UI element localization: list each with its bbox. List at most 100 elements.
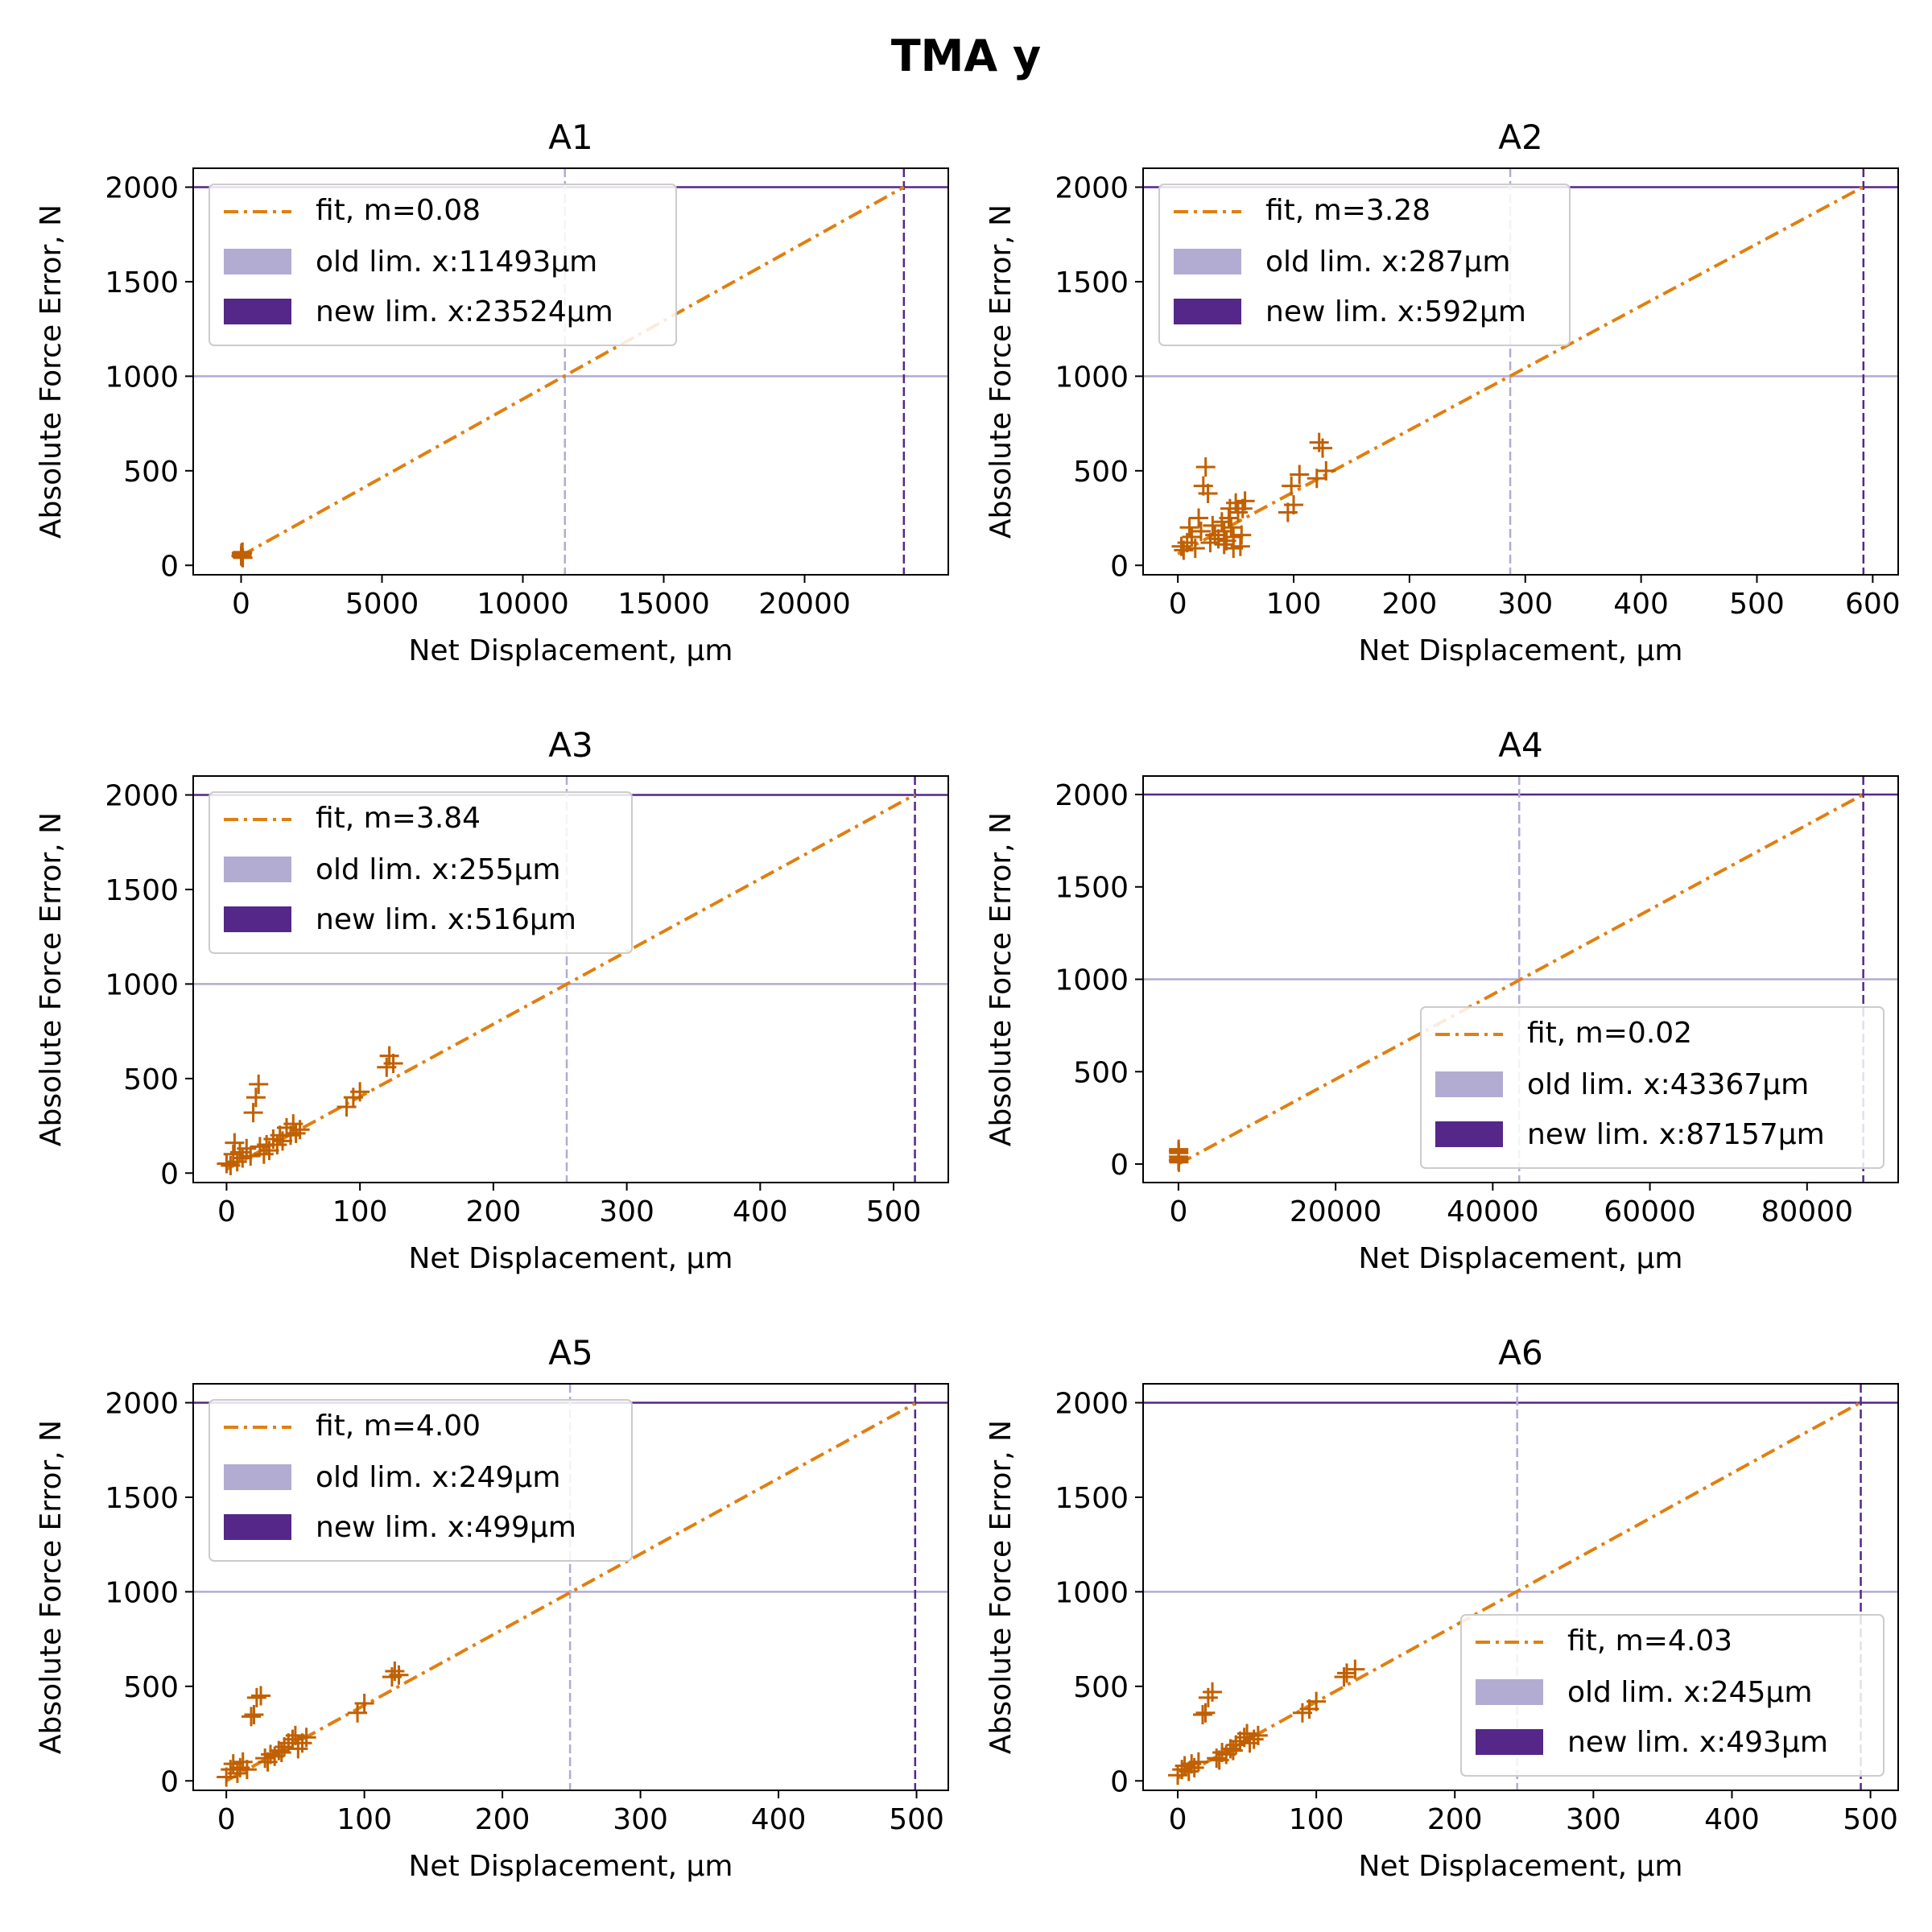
legend-label-old-limit: old lim. x:43367μm (1527, 1068, 1809, 1101)
legend-box (1460, 1614, 1885, 1777)
data-point (1203, 1682, 1223, 1702)
subplot-a4: 0 20000 40000 60000 80000 0 500 1000 1500 2000 A4 N… (985, 725, 1899, 1275)
data-point (354, 1693, 374, 1713)
x-tick-label: 0 (1169, 1803, 1187, 1836)
x-tick-label: 100 (336, 1803, 392, 1836)
data-point (233, 547, 253, 568)
fit-line (1177, 1401, 1862, 1780)
x-tick-label: 0 (1169, 1195, 1187, 1228)
x-tick-label: 0 (217, 1195, 236, 1228)
data-point (1198, 484, 1218, 503)
legend-box (208, 1399, 633, 1562)
legend: fit, m=3.28 old lim. x:287μm new lim. x:59… (1158, 184, 1571, 346)
y-axis-label: Absolute Force Error, N (985, 204, 1018, 539)
data-point (231, 543, 251, 563)
subplot-title: A4 (1498, 725, 1542, 765)
y-tick-label: 2000 (1055, 1387, 1129, 1420)
legend-label-fit: fit, m=0.08 (316, 194, 481, 227)
data-point (1282, 476, 1302, 496)
y-tick-label: 0 (1110, 1149, 1129, 1182)
data-point (350, 1082, 370, 1102)
legend: fit, m=4.03 old lim. x:245μm new lim. x:49… (1460, 1614, 1885, 1777)
data-point (385, 1662, 405, 1682)
y-tick-label: 1500 (1055, 266, 1129, 299)
legend-swatch-new-limit (224, 906, 291, 932)
x-tick-label: 20000 (1290, 1195, 1382, 1228)
legend-swatch-new-limit (1476, 1729, 1543, 1755)
data-point (1290, 464, 1310, 485)
x-tick-label: 5000 (345, 588, 419, 621)
data-point (246, 1687, 266, 1707)
y-tick-label: 500 (123, 1671, 179, 1704)
data-point (389, 1665, 409, 1685)
y-tick-label: 2000 (105, 171, 179, 204)
data-point (1334, 1667, 1354, 1687)
legend-label-fit: fit, m=4.00 (316, 1410, 481, 1443)
data-point (1244, 1729, 1264, 1749)
subplot-a1: 0 5000 10000 15000 20000 0 500 1000 1500 2000 A1 Ne… (35, 118, 949, 667)
legend-label-fit: fit, m=4.03 (1567, 1624, 1732, 1657)
legend-swatch-old-limit (224, 857, 291, 882)
x-tick-label: 500 (1729, 588, 1785, 621)
y-tick-label: 2000 (1055, 171, 1129, 204)
y-axis-label: Absolute Force Error, N (985, 1420, 1018, 1754)
legend-label-fit: fit, m=3.28 (1265, 194, 1430, 227)
x-tick-label: 200 (466, 1195, 522, 1228)
legend: fit, m=3.84 old lim. x:255μm new lim. x:51… (208, 791, 633, 954)
data-point (243, 1103, 263, 1123)
legend-label-old-limit: old lim. x:287μm (1265, 246, 1510, 279)
x-tick-label: 400 (733, 1195, 788, 1228)
y-tick-label: 1000 (1055, 1576, 1129, 1609)
subplot-a2: 0 100 200 300 400 500 600 0 500 1000 1500 2000 A2 Net… (985, 118, 1901, 667)
y-tick-label: 1500 (105, 1482, 179, 1515)
data-point (1185, 539, 1205, 559)
legend-swatch-new-limit (224, 1514, 291, 1540)
x-tick-label: 0 (1169, 588, 1187, 621)
data-point (1235, 491, 1255, 511)
x-tick-label: 500 (866, 1195, 922, 1228)
y-tick-label: 1500 (1055, 1482, 1129, 1515)
x-tick-label: 300 (1566, 1803, 1621, 1836)
y-tick-label: 1000 (105, 1576, 179, 1609)
data-point (1169, 1149, 1189, 1169)
x-tick-label: 400 (1704, 1803, 1760, 1836)
axes-frame (1142, 1383, 1899, 1791)
data-point (1224, 539, 1244, 559)
axes-frame (1142, 167, 1899, 576)
y-tick-label: 500 (1073, 1056, 1129, 1089)
data-point (1191, 521, 1211, 541)
subplot-title: A1 (548, 118, 592, 157)
axes-frame (192, 167, 949, 576)
x-tick-label: 200 (1382, 588, 1438, 621)
data-point (241, 1146, 261, 1166)
fit-line (240, 185, 905, 558)
data-point (286, 1123, 306, 1143)
data-point (383, 1054, 403, 1074)
y-tick-label: 500 (123, 456, 179, 489)
subplot-title: A6 (1498, 1333, 1542, 1373)
x-tick-label: 600 (1845, 588, 1901, 621)
x-tick-label: 0 (232, 588, 250, 621)
x-tick-label: 100 (1266, 588, 1322, 621)
legend-label-new-limit: new lim. x:87157μm (1527, 1118, 1825, 1151)
legend-label-fit: fit, m=0.02 (1527, 1017, 1692, 1050)
data-point (233, 1148, 253, 1168)
data-point (296, 1728, 316, 1748)
legend-label-new-limit: new lim. x:592μm (1265, 295, 1526, 328)
x-tick-label: 100 (332, 1195, 388, 1228)
legend: fit, m=4.00 old lim. x:249μm new lim. x:49… (208, 1399, 633, 1562)
x-tick-label: 400 (1613, 588, 1669, 621)
data-point (1248, 1725, 1268, 1745)
legend-label-new-limit: new lim. x:23524μm (316, 295, 613, 328)
x-tick-label: 300 (613, 1803, 668, 1836)
x-tick-label: 500 (889, 1803, 944, 1836)
x-tick-label: 200 (1427, 1803, 1483, 1836)
data-point (1188, 1752, 1208, 1772)
x-tick-label: 80000 (1761, 1195, 1854, 1228)
data-point (1195, 1703, 1216, 1723)
x-axis-label: Net Displacement, μm (409, 634, 733, 667)
subplot-title: A5 (548, 1333, 592, 1373)
data-point (1221, 518, 1241, 538)
legend-swatch-old-limit (1476, 1679, 1543, 1705)
